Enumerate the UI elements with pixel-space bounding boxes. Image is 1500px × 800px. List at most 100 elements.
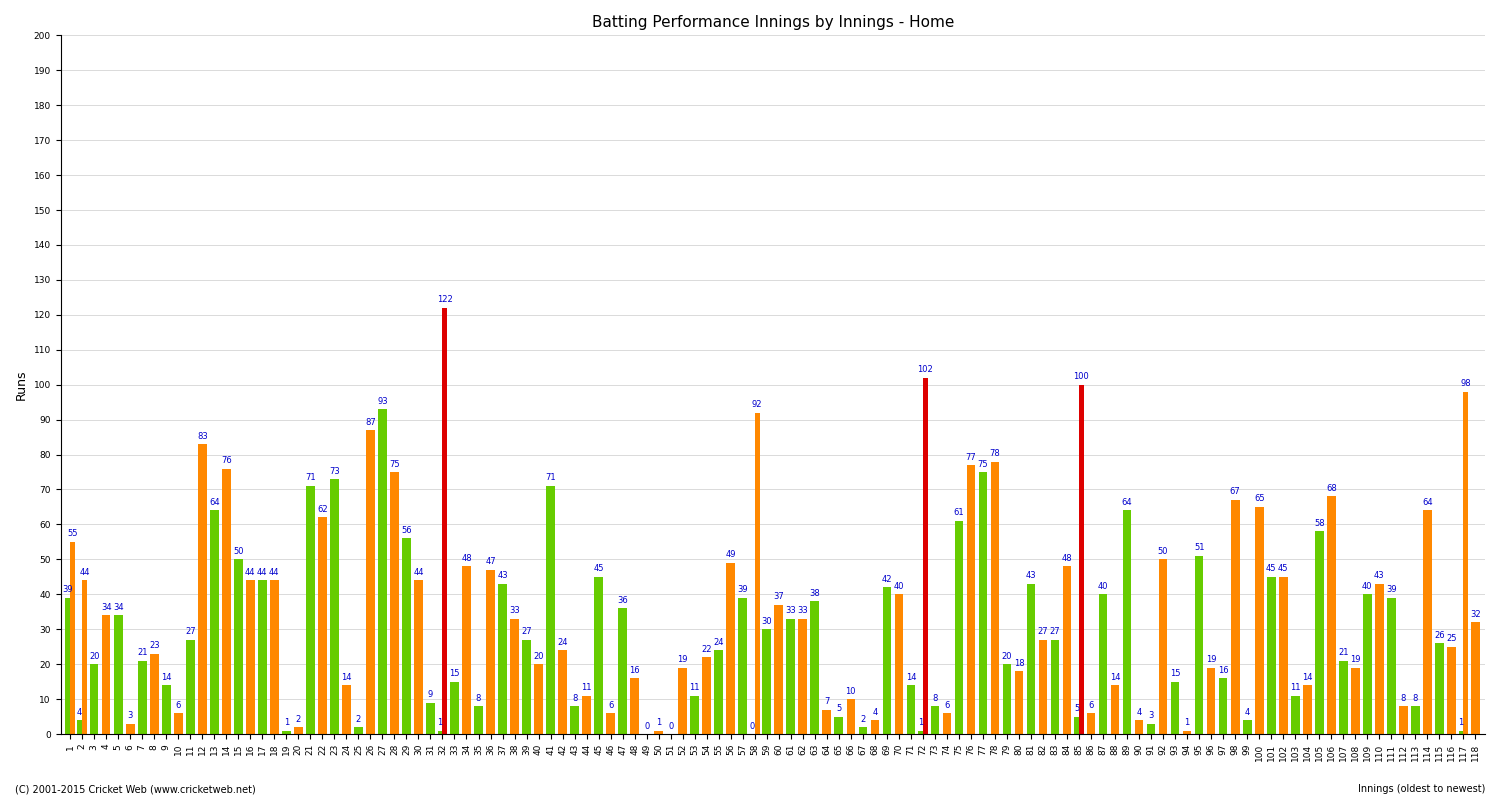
Bar xyxy=(1098,594,1107,734)
Bar xyxy=(834,717,843,734)
Text: 34: 34 xyxy=(100,602,111,612)
Bar xyxy=(138,661,147,734)
Bar xyxy=(594,577,603,734)
Bar xyxy=(486,570,495,734)
Text: 1: 1 xyxy=(284,718,290,727)
Text: 21: 21 xyxy=(136,648,147,657)
Text: 7: 7 xyxy=(824,697,830,706)
Text: 75: 75 xyxy=(978,459,988,469)
Bar xyxy=(654,730,663,734)
Text: 1: 1 xyxy=(656,718,662,727)
Bar xyxy=(726,563,735,734)
Text: 6: 6 xyxy=(1089,701,1094,710)
Text: 16: 16 xyxy=(630,666,640,674)
Bar xyxy=(690,695,699,734)
Bar xyxy=(78,720,82,734)
Bar xyxy=(1038,640,1047,734)
Bar xyxy=(558,650,567,734)
Bar xyxy=(82,580,87,734)
Text: 61: 61 xyxy=(954,509,964,518)
Bar xyxy=(966,465,975,734)
Text: 27: 27 xyxy=(184,627,195,636)
Bar xyxy=(882,587,891,734)
Text: 98: 98 xyxy=(1461,379,1472,388)
Bar xyxy=(1436,643,1443,734)
Text: 27: 27 xyxy=(1050,627,1060,636)
Text: 30: 30 xyxy=(762,617,772,626)
Text: 15: 15 xyxy=(1170,669,1180,678)
Bar xyxy=(1062,566,1071,734)
Text: 122: 122 xyxy=(436,295,453,304)
Bar xyxy=(222,469,231,734)
Text: 77: 77 xyxy=(966,453,976,462)
Bar xyxy=(1412,706,1419,734)
Text: 14: 14 xyxy=(340,673,351,682)
Text: 4: 4 xyxy=(1245,707,1250,717)
Bar xyxy=(978,472,987,734)
Text: 39: 39 xyxy=(63,586,74,594)
Bar xyxy=(858,727,867,734)
Text: 48: 48 xyxy=(460,554,472,563)
Text: 44: 44 xyxy=(413,568,423,577)
Bar xyxy=(402,538,411,734)
Text: 62: 62 xyxy=(316,505,327,514)
Bar xyxy=(678,668,687,734)
Text: 1: 1 xyxy=(438,718,442,727)
Bar xyxy=(954,521,963,734)
Text: 102: 102 xyxy=(918,366,933,374)
Bar xyxy=(270,580,279,734)
Text: 40: 40 xyxy=(1362,582,1372,590)
Text: 43: 43 xyxy=(496,571,508,580)
Text: 67: 67 xyxy=(1230,487,1240,497)
Text: 11: 11 xyxy=(1290,683,1300,692)
Bar xyxy=(1292,695,1299,734)
Bar xyxy=(318,518,327,734)
Bar xyxy=(582,695,591,734)
Bar xyxy=(1208,668,1215,734)
Text: 9: 9 xyxy=(427,690,433,699)
Bar xyxy=(258,580,267,734)
Bar xyxy=(906,685,915,734)
Bar xyxy=(1232,500,1239,734)
Text: 2: 2 xyxy=(859,714,865,723)
Bar xyxy=(162,685,171,734)
Text: 21: 21 xyxy=(1338,648,1348,657)
Bar xyxy=(210,510,219,734)
Bar xyxy=(1328,497,1335,734)
Bar xyxy=(474,706,483,734)
Text: 76: 76 xyxy=(220,456,231,465)
Text: 14: 14 xyxy=(906,673,916,682)
Bar xyxy=(774,605,783,734)
Bar xyxy=(282,730,291,734)
Text: 26: 26 xyxy=(1434,630,1444,640)
Bar xyxy=(786,618,795,734)
Bar xyxy=(390,472,399,734)
Bar xyxy=(618,608,627,734)
Text: 71: 71 xyxy=(304,474,315,482)
Text: 51: 51 xyxy=(1194,543,1204,552)
Bar xyxy=(942,713,951,734)
Text: 10: 10 xyxy=(846,686,856,695)
Text: 19: 19 xyxy=(678,655,688,664)
Bar xyxy=(1136,720,1143,734)
Bar xyxy=(1458,730,1464,734)
Bar xyxy=(1074,717,1078,734)
Text: 71: 71 xyxy=(546,474,556,482)
Bar xyxy=(1002,664,1011,734)
Text: 6: 6 xyxy=(176,701,181,710)
Text: 15: 15 xyxy=(448,669,459,678)
Text: 8: 8 xyxy=(476,694,482,702)
Text: 23: 23 xyxy=(148,641,159,650)
Bar xyxy=(102,615,111,734)
Text: 38: 38 xyxy=(810,589,820,598)
Bar xyxy=(714,650,723,734)
Text: 6: 6 xyxy=(608,701,613,710)
Bar xyxy=(186,640,195,734)
Text: 1: 1 xyxy=(1185,718,1190,727)
Bar xyxy=(522,640,531,734)
Bar xyxy=(1340,661,1347,734)
Text: 64: 64 xyxy=(209,498,219,507)
Bar xyxy=(1304,685,1311,734)
Bar xyxy=(534,664,543,734)
Text: 24: 24 xyxy=(714,638,724,646)
